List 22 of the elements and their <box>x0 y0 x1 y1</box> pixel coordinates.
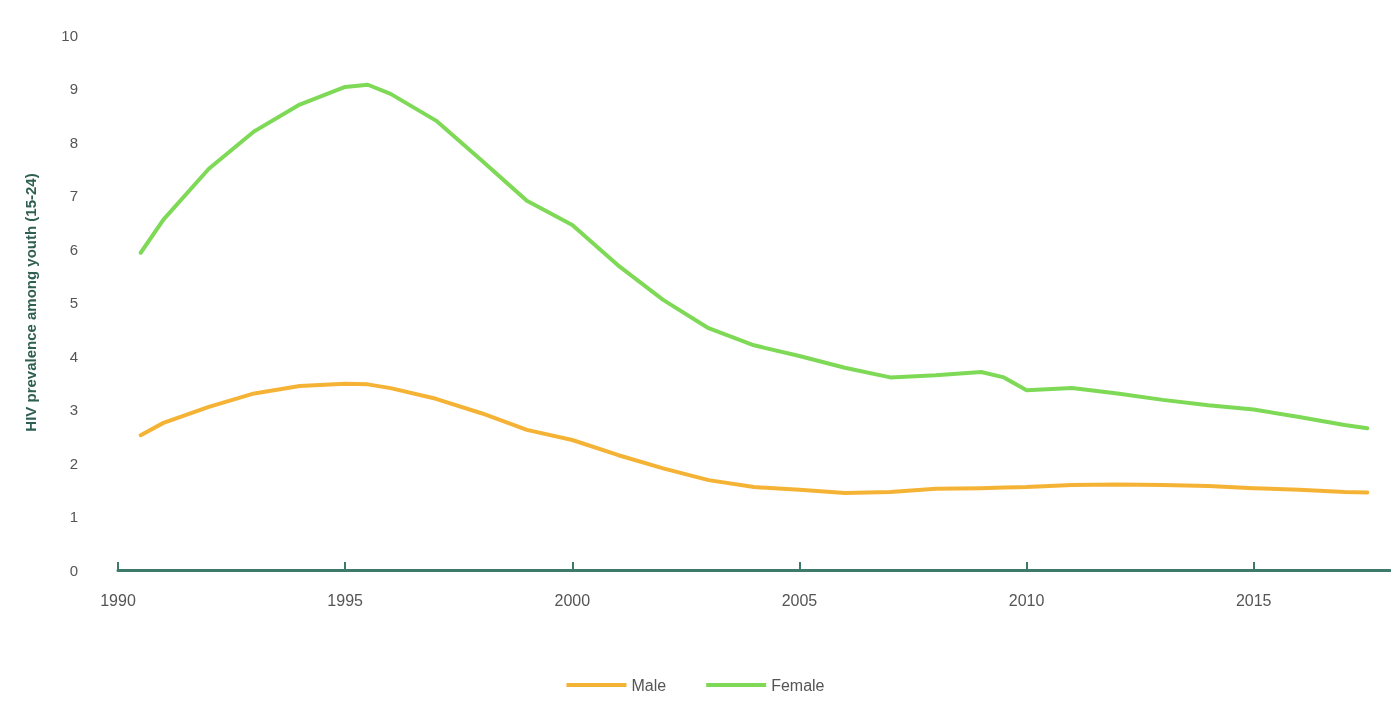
x-tick-label: 1990 <box>100 591 136 609</box>
line-series <box>138 82 1370 431</box>
y-tick-label: 4 <box>69 347 78 365</box>
legend-label: Female <box>771 676 825 694</box>
x-tick-label: 2000 <box>554 591 591 609</box>
x-tick-label: 2010 <box>1008 591 1045 609</box>
legend-label: Male <box>631 676 667 694</box>
y-tick-label: 8 <box>69 133 78 151</box>
x-tick-label: 2005 <box>781 591 818 609</box>
line-series <box>138 381 1370 495</box>
y-tick-label: 6 <box>69 240 78 258</box>
y-axis-title: HIV prevalence among youth (15-24) <box>22 173 39 432</box>
y-tick-label: 9 <box>69 80 78 97</box>
y-tick-label: 5 <box>69 294 78 311</box>
y-tick-label: 1 <box>69 508 78 525</box>
x-tick-label: 2015 <box>1235 591 1272 609</box>
y-tick-label: 0 <box>69 561 78 579</box>
x-tick-label: 1995 <box>327 591 364 609</box>
y-tick-label: 3 <box>69 401 78 418</box>
y-tick-label: 7 <box>69 187 78 204</box>
y-tick-label: 2 <box>69 454 78 472</box>
y-tick-label: 10 <box>61 26 78 44</box>
